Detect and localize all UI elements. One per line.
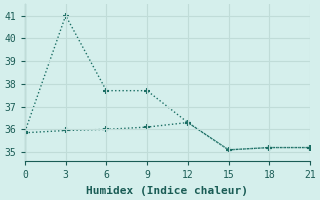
X-axis label: Humidex (Indice chaleur): Humidex (Indice chaleur) xyxy=(86,186,248,196)
